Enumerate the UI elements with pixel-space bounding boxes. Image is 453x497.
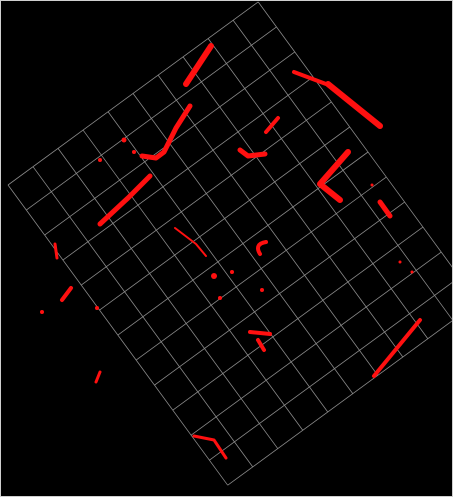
map-view — [0, 0, 453, 497]
wall-segment — [55, 244, 57, 258]
scan-point — [399, 261, 402, 264]
scan-point — [371, 184, 374, 187]
scan-point — [218, 296, 222, 300]
scan-point — [260, 288, 264, 292]
scan-point — [122, 138, 127, 143]
scan-point — [98, 158, 102, 162]
background — [0, 0, 453, 497]
scan-point — [95, 306, 99, 310]
scan-point — [211, 273, 217, 279]
scan-point — [40, 310, 44, 314]
scan-point — [230, 270, 234, 274]
scan-point — [411, 271, 414, 274]
page: (() => { const g = document.getElementBy… — [0, 0, 453, 497]
scan-point — [132, 150, 136, 154]
